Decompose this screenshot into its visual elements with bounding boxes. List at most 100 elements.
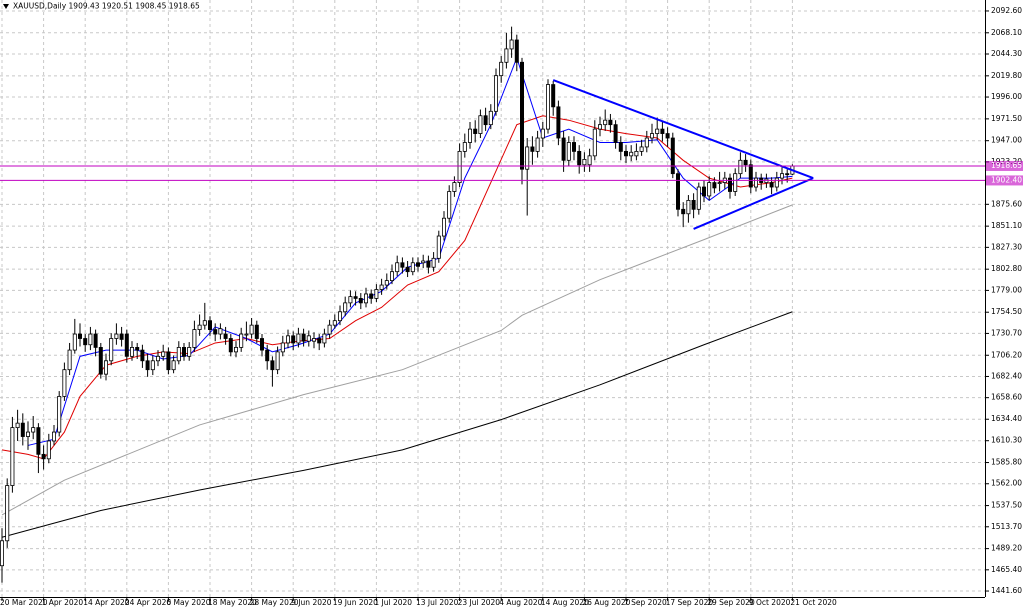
y-tick-label: 1513.70 bbox=[991, 522, 1022, 531]
candle-body bbox=[291, 335, 296, 344]
trendline bbox=[693, 177, 814, 230]
y-tick-label: 1682.40 bbox=[991, 371, 1022, 380]
candle-body bbox=[696, 186, 701, 210]
candle-body bbox=[478, 115, 483, 134]
candle-body bbox=[270, 360, 275, 371]
y-tick-label: 1585.80 bbox=[991, 458, 1022, 467]
candle-body bbox=[166, 351, 171, 371]
y-tick-label: 1996.00 bbox=[991, 92, 1022, 101]
candle-body bbox=[608, 119, 613, 126]
candle-body bbox=[15, 422, 20, 429]
candle-body bbox=[587, 155, 592, 166]
candle-body bbox=[447, 191, 452, 219]
candle-body bbox=[556, 106, 561, 139]
candle-body bbox=[457, 150, 462, 183]
candle-body bbox=[343, 302, 348, 313]
y-tick-label: 1754.50 bbox=[991, 307, 1022, 316]
candle-body bbox=[31, 427, 36, 433]
candle-body bbox=[603, 119, 608, 126]
x-tick-label: 19 Jun 2020 bbox=[333, 598, 378, 607]
candle-body bbox=[389, 271, 394, 281]
candle-body bbox=[296, 333, 301, 344]
candle-body bbox=[67, 349, 72, 371]
candle-body bbox=[639, 146, 644, 152]
candle-body bbox=[72, 333, 77, 351]
candle-body bbox=[41, 453, 46, 460]
candle-body bbox=[135, 347, 140, 351]
x-tick-label: 18 May 2020 bbox=[208, 598, 257, 607]
candle-body bbox=[301, 333, 306, 342]
candle-body bbox=[738, 159, 743, 175]
candle-body bbox=[265, 349, 270, 362]
candle-body bbox=[57, 396, 62, 433]
plot bbox=[0, 26, 985, 583]
candle-body bbox=[161, 351, 166, 357]
y-tick-label: 1947.00 bbox=[991, 136, 1022, 145]
candle-body bbox=[743, 159, 748, 166]
candle-body bbox=[676, 173, 681, 210]
x-tick-label: 23 Jul 2020 bbox=[458, 598, 501, 607]
candle-body bbox=[634, 150, 639, 157]
candle-body bbox=[332, 320, 337, 326]
candle-body bbox=[119, 333, 124, 340]
x-tick-label: 6 May 2020 bbox=[166, 598, 210, 607]
candle-body bbox=[348, 296, 353, 304]
candle-body bbox=[670, 137, 675, 175]
candle-body bbox=[774, 177, 779, 188]
candle-body bbox=[582, 159, 587, 166]
candle-body bbox=[535, 137, 540, 152]
candle-body bbox=[98, 347, 103, 375]
candle-body bbox=[566, 142, 571, 161]
candle-body bbox=[311, 338, 316, 342]
menu-icon[interactable] bbox=[3, 4, 9, 9]
candle-body bbox=[327, 324, 332, 335]
candle-body bbox=[769, 182, 774, 188]
y-tick-label: 1827.30 bbox=[991, 242, 1022, 251]
candle-body bbox=[62, 369, 67, 397]
x-tick-label: 1 Jul 2020 bbox=[374, 598, 412, 607]
y-tick-label: 2092.60 bbox=[991, 6, 1022, 15]
candle-body bbox=[140, 349, 145, 362]
candle-body bbox=[369, 293, 374, 299]
candle-body bbox=[213, 329, 218, 335]
candle-body bbox=[686, 199, 691, 215]
y-tick-label: 1441.60 bbox=[991, 586, 1022, 595]
candle-body bbox=[592, 128, 597, 157]
candle-body bbox=[572, 142, 577, 152]
candle-body bbox=[0, 540, 4, 567]
candle-body bbox=[197, 324, 202, 330]
level-label-box bbox=[986, 160, 1023, 171]
candle-body bbox=[218, 328, 223, 335]
x-tick-label: 21 Oct 2020 bbox=[790, 598, 837, 607]
candle-body bbox=[363, 293, 368, 304]
candle-body bbox=[483, 115, 488, 126]
candle-body bbox=[249, 324, 254, 335]
candle-body bbox=[514, 39, 519, 63]
candle-body bbox=[452, 182, 457, 192]
trendline bbox=[552, 79, 814, 180]
candle-body bbox=[598, 124, 603, 130]
candle-body bbox=[660, 128, 665, 134]
x-tick-label: 24 Apr 2020 bbox=[125, 598, 172, 607]
candle-body bbox=[171, 360, 176, 371]
candle-body bbox=[259, 338, 264, 351]
y-tick-label: 1489.20 bbox=[991, 544, 1022, 553]
candle-body bbox=[353, 296, 358, 299]
candle-body bbox=[493, 75, 498, 112]
candle-body bbox=[46, 440, 51, 460]
candle-body bbox=[629, 151, 634, 157]
candle-body bbox=[707, 182, 712, 197]
x-tick-label: 28 May 2020 bbox=[250, 598, 299, 607]
candle-body bbox=[36, 427, 41, 455]
x-tick-label: 4 Aug 2020 bbox=[499, 598, 542, 607]
x-tick-label: 1 Apr 2020 bbox=[42, 598, 84, 607]
candle-body bbox=[717, 182, 722, 184]
candle-body bbox=[192, 329, 197, 348]
x-tick-label: 29 Sep 2020 bbox=[707, 598, 755, 607]
y-tick-label: 1634.40 bbox=[991, 414, 1022, 423]
x-tick-label: 9 Oct 2020 bbox=[749, 598, 791, 607]
candle-body bbox=[650, 133, 655, 139]
moving-average bbox=[1, 204, 793, 516]
candle-body bbox=[624, 150, 629, 157]
